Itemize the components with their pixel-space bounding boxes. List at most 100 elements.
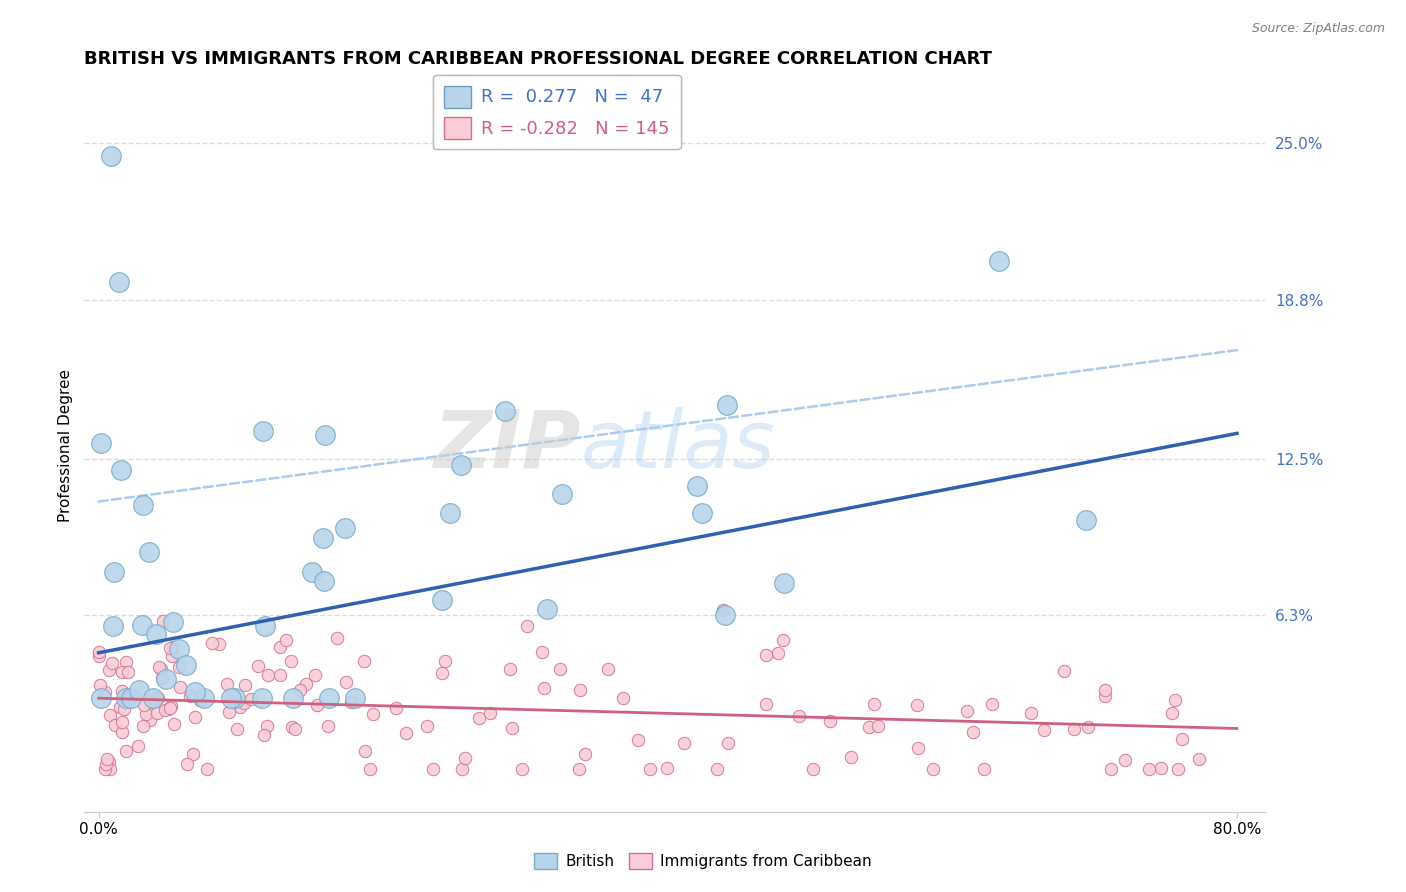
Point (533, 681, 555, 695)
Point (716, 398, 738, 412)
Point (499, 662, 522, 676)
Point (284, 723, 307, 737)
Point (304, 668, 326, 682)
Point (801, 762, 824, 776)
Point (256, 718, 278, 732)
Point (195, 762, 218, 776)
Point (240, 692, 263, 706)
Point (155, 672, 177, 686)
Point (254, 618, 277, 632)
Point (574, 747, 596, 762)
Point (269, 667, 291, 681)
Point (152, 614, 174, 628)
Point (218, 705, 240, 719)
Point (311, 532, 333, 546)
Point (772, 633, 794, 648)
Point (89, 678, 111, 692)
Point (494, 404, 516, 418)
Point (766, 646, 789, 660)
Point (430, 665, 453, 680)
Point (250, 691, 273, 706)
Point (111, 683, 134, 698)
Point (115, 691, 138, 706)
Point (596, 662, 619, 676)
Point (980, 697, 1002, 711)
Point (318, 691, 340, 706)
Legend: British, Immigrants from Caribbean: British, Immigrants from Caribbean (529, 847, 877, 875)
Point (343, 691, 366, 706)
Point (104, 717, 127, 731)
Point (163, 717, 186, 731)
Point (138, 544, 160, 558)
Point (184, 685, 207, 699)
Point (90, 435, 112, 450)
Point (89, 645, 111, 659)
Point (335, 521, 357, 535)
Point (169, 660, 191, 674)
Point (150, 671, 173, 685)
Point (100, 149, 122, 163)
Point (219, 691, 242, 706)
Point (128, 682, 150, 697)
Point (174, 657, 197, 672)
Point (115, 655, 138, 669)
Point (655, 761, 678, 775)
Point (110, 463, 132, 477)
Point (269, 640, 291, 654)
Point (754, 698, 776, 712)
Point (160, 699, 183, 714)
Point (787, 709, 810, 723)
Point (149, 662, 172, 676)
Point (717, 736, 740, 750)
Point (1171, 731, 1194, 746)
Text: ZIP: ZIP (433, 407, 581, 485)
Point (167, 641, 190, 656)
Point (162, 648, 184, 663)
Point (131, 618, 153, 632)
Point (866, 719, 889, 733)
Point (233, 696, 256, 710)
Point (673, 737, 696, 751)
Point (862, 697, 884, 711)
Point (208, 636, 231, 650)
Point (422, 762, 444, 776)
Point (841, 750, 863, 764)
Point (132, 498, 155, 512)
Point (139, 695, 162, 709)
Point (686, 478, 709, 492)
Point (224, 691, 246, 706)
Point (103, 565, 125, 579)
Point (112, 702, 135, 716)
Point (1114, 753, 1136, 767)
Point (96, 756, 118, 771)
Point (280, 654, 302, 668)
Point (956, 704, 979, 718)
Point (531, 645, 554, 659)
Point (229, 699, 252, 714)
Point (111, 715, 134, 730)
Point (110, 699, 132, 714)
Point (98, 663, 121, 677)
Point (516, 619, 538, 633)
Point (353, 654, 375, 668)
Point (755, 648, 778, 662)
Point (690, 506, 713, 520)
Point (335, 675, 357, 690)
Point (1063, 722, 1085, 736)
Point (120, 691, 142, 706)
Point (450, 458, 472, 472)
Text: BRITISH VS IMMIGRANTS FROM CARIBBEAN PROFESSIONAL DEGREE CORRELATION CHART: BRITISH VS IMMIGRANTS FROM CARIBBEAN PRO… (84, 50, 993, 68)
Point (361, 706, 384, 721)
Point (395, 726, 418, 740)
Point (252, 424, 274, 438)
Point (1099, 762, 1122, 776)
Point (325, 632, 347, 646)
Y-axis label: Professional Degree: Professional Degree (58, 369, 73, 523)
Point (1094, 689, 1116, 703)
Point (295, 677, 318, 691)
Point (568, 762, 591, 776)
Point (439, 507, 461, 521)
Point (176, 757, 198, 772)
Point (181, 747, 204, 761)
Point (339, 695, 361, 709)
